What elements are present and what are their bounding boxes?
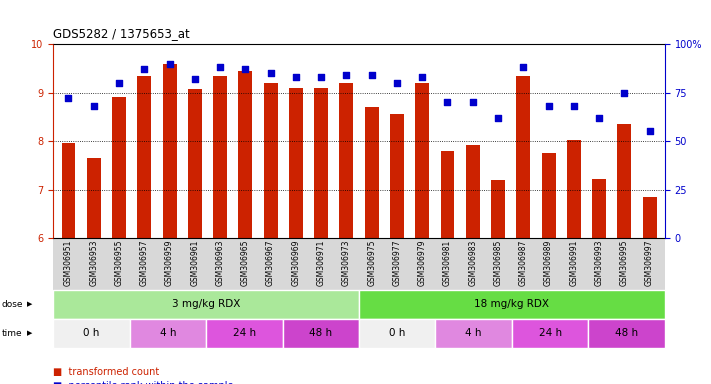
Point	[366, 72, 378, 78]
Bar	[129, 319, 206, 348]
Bar	[617, 124, 631, 238]
Point	[316, 74, 327, 80]
Text: 3 mg/kg RDX: 3 mg/kg RDX	[172, 299, 240, 310]
Bar	[206, 319, 283, 348]
Bar	[359, 319, 435, 348]
Text: 48 h: 48 h	[615, 328, 638, 338]
Bar	[542, 153, 555, 238]
Bar	[137, 76, 151, 238]
Bar	[567, 140, 581, 238]
Point	[442, 99, 453, 105]
Bar	[415, 83, 429, 238]
Point	[543, 103, 555, 109]
Text: ▶: ▶	[27, 330, 33, 336]
Text: 4 h: 4 h	[466, 328, 482, 338]
Bar	[289, 88, 303, 238]
Bar	[359, 290, 665, 319]
Text: 48 h: 48 h	[309, 328, 333, 338]
Point	[417, 74, 428, 80]
Bar	[390, 114, 404, 238]
Bar	[87, 158, 101, 238]
Bar	[264, 83, 277, 238]
Point	[492, 115, 503, 121]
Bar	[213, 76, 227, 238]
Bar	[516, 76, 530, 238]
Bar	[112, 96, 126, 238]
Point	[215, 65, 226, 71]
Point	[644, 128, 656, 134]
Text: ■  percentile rank within the sample: ■ percentile rank within the sample	[53, 381, 234, 384]
Bar	[589, 319, 665, 348]
Text: 0 h: 0 h	[83, 328, 100, 338]
Bar	[238, 71, 252, 238]
Bar	[592, 179, 606, 238]
Bar	[339, 83, 353, 238]
Point	[594, 115, 605, 121]
Point	[568, 103, 579, 109]
Bar	[283, 319, 359, 348]
Text: dose: dose	[1, 300, 23, 309]
Bar	[163, 64, 176, 238]
Point	[63, 95, 74, 101]
Text: 24 h: 24 h	[538, 328, 562, 338]
Bar	[365, 107, 379, 238]
Text: ■  transformed count: ■ transformed count	[53, 367, 159, 377]
Text: 24 h: 24 h	[232, 328, 256, 338]
Point	[518, 65, 529, 71]
Point	[391, 80, 402, 86]
Bar	[491, 180, 505, 238]
Point	[113, 80, 124, 86]
Point	[619, 89, 630, 96]
Bar	[53, 319, 129, 348]
Bar	[314, 88, 328, 238]
Text: 4 h: 4 h	[160, 328, 176, 338]
Point	[265, 70, 277, 76]
Point	[341, 72, 352, 78]
Point	[189, 76, 201, 82]
Point	[139, 66, 150, 73]
Bar	[643, 197, 656, 238]
Point	[88, 103, 100, 109]
Bar	[62, 142, 75, 238]
Text: 0 h: 0 h	[389, 328, 405, 338]
Bar	[512, 319, 589, 348]
Bar	[441, 151, 454, 238]
Text: GDS5282 / 1375653_at: GDS5282 / 1375653_at	[53, 27, 190, 40]
Point	[164, 60, 175, 67]
Text: 18 mg/kg RDX: 18 mg/kg RDX	[474, 299, 550, 310]
Point	[290, 74, 301, 80]
Point	[467, 99, 479, 105]
Point	[240, 66, 251, 73]
Text: ▶: ▶	[27, 301, 33, 307]
Text: time: time	[1, 329, 22, 338]
Bar	[466, 145, 480, 238]
Bar	[53, 290, 359, 319]
Bar	[435, 319, 512, 348]
Bar	[188, 89, 202, 238]
